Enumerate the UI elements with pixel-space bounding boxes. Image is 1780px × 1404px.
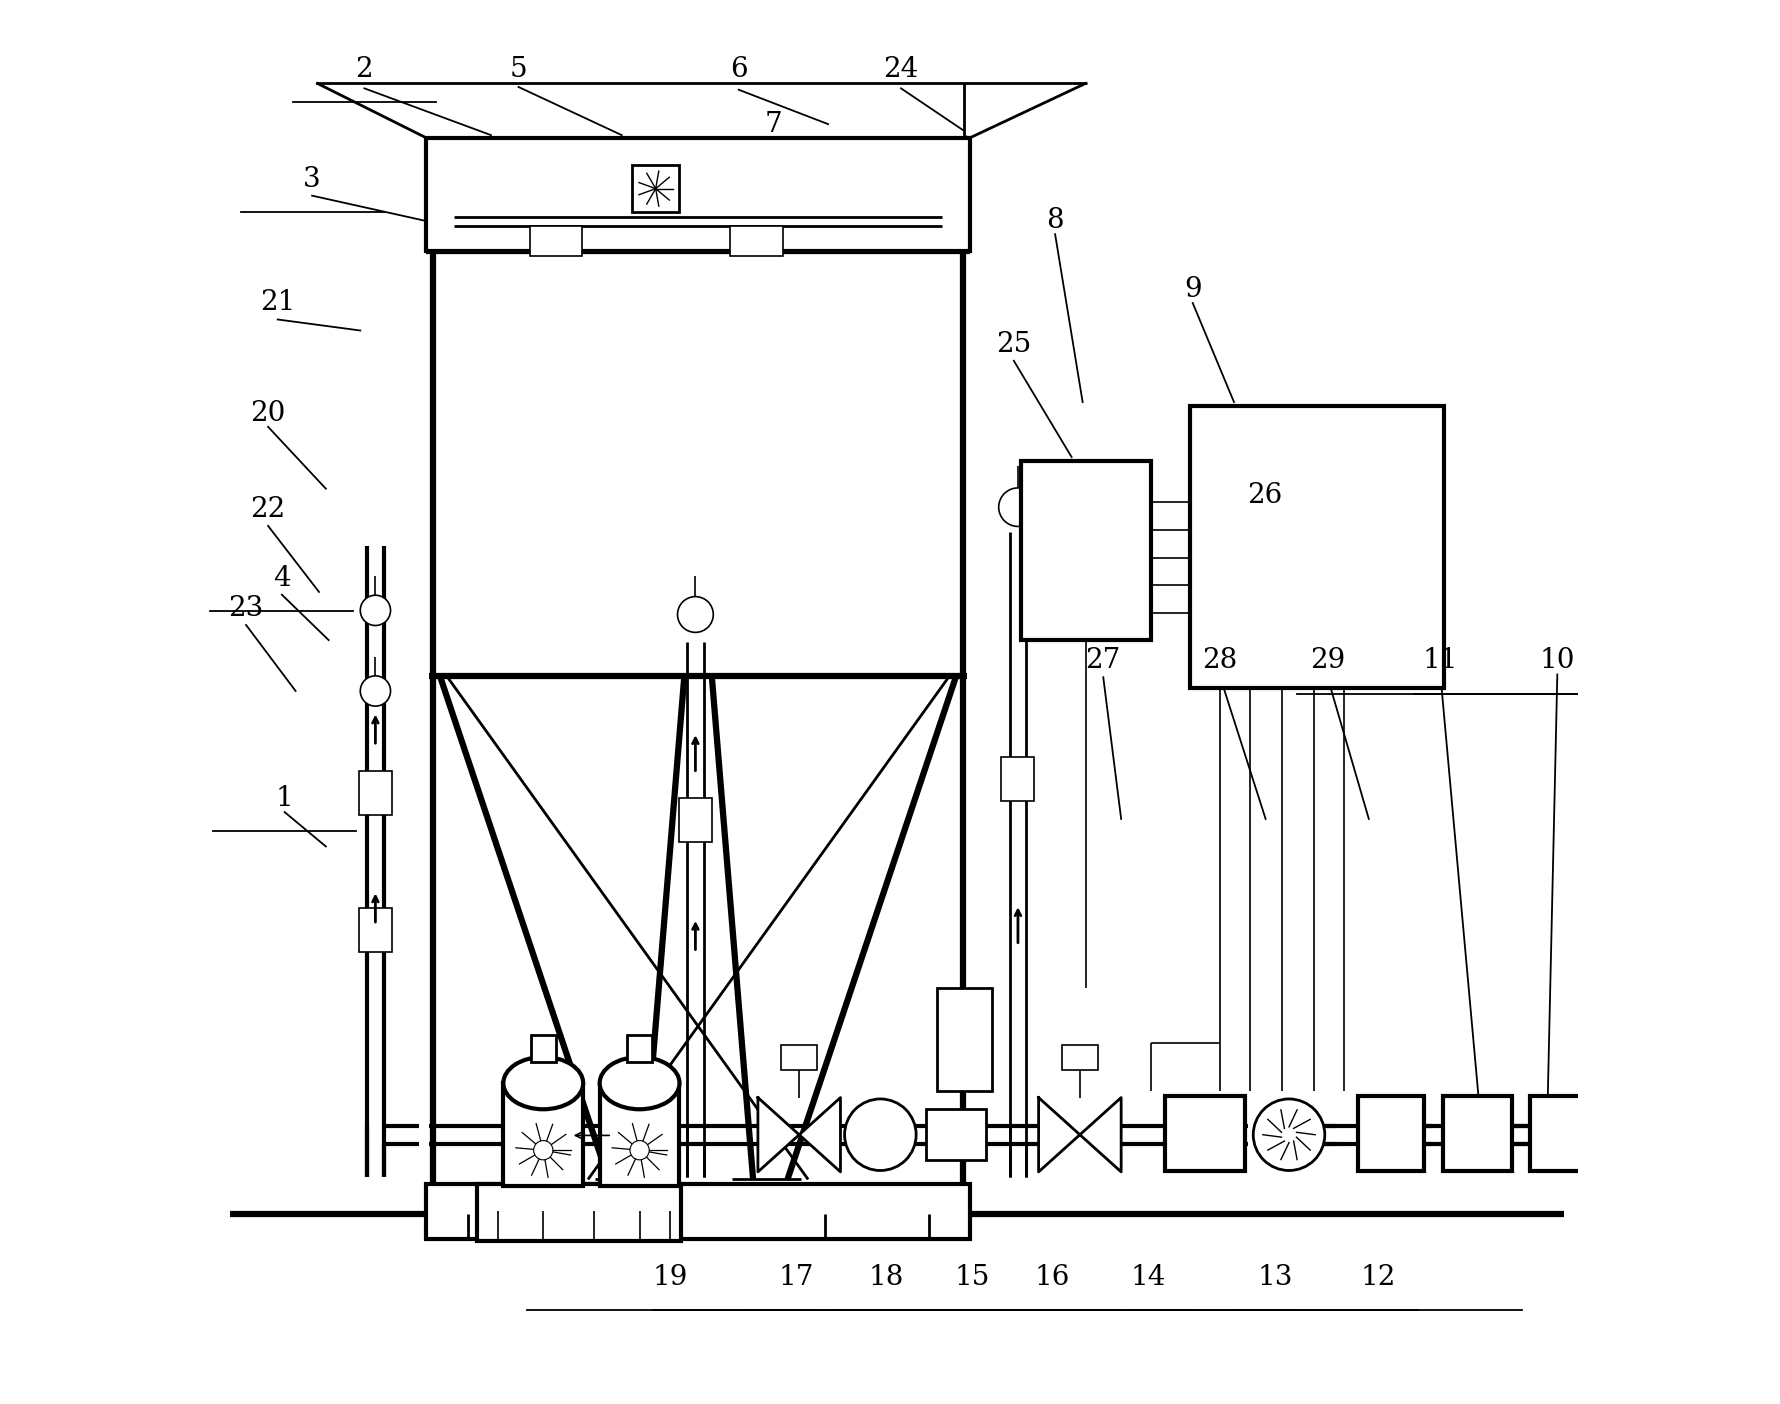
Bar bbox=[360, 771, 392, 814]
Text: 20: 20 bbox=[251, 400, 287, 427]
Bar bbox=[530, 1035, 555, 1063]
Circle shape bbox=[1253, 1099, 1324, 1171]
Bar bbox=[600, 1082, 680, 1186]
Bar bbox=[781, 1046, 817, 1070]
Text: 7: 7 bbox=[764, 111, 781, 138]
Text: 17: 17 bbox=[778, 1264, 813, 1290]
Bar bbox=[926, 1109, 986, 1160]
Bar bbox=[730, 226, 783, 256]
Bar bbox=[1020, 461, 1152, 640]
Text: 1: 1 bbox=[276, 785, 294, 812]
Text: 9: 9 bbox=[1184, 275, 1202, 303]
Text: 16: 16 bbox=[1034, 1264, 1070, 1290]
Text: 5: 5 bbox=[509, 56, 527, 83]
Bar bbox=[360, 908, 392, 952]
Bar bbox=[1444, 1095, 1511, 1171]
Circle shape bbox=[534, 1140, 554, 1160]
Bar bbox=[427, 138, 970, 251]
Text: 11: 11 bbox=[1422, 647, 1458, 674]
Bar bbox=[504, 1082, 584, 1186]
Circle shape bbox=[844, 1099, 917, 1171]
Bar bbox=[477, 1184, 682, 1241]
Bar bbox=[529, 226, 582, 256]
Text: 23: 23 bbox=[228, 595, 263, 622]
Bar bbox=[632, 166, 680, 212]
Bar bbox=[1063, 1046, 1098, 1070]
Text: 18: 18 bbox=[869, 1264, 904, 1290]
Bar bbox=[1002, 757, 1034, 802]
Circle shape bbox=[678, 597, 714, 632]
Text: 27: 27 bbox=[1086, 647, 1121, 674]
Ellipse shape bbox=[600, 1057, 680, 1109]
Text: 15: 15 bbox=[954, 1264, 990, 1290]
Bar bbox=[427, 1184, 970, 1238]
Bar bbox=[1191, 406, 1445, 688]
Text: 13: 13 bbox=[1258, 1264, 1292, 1290]
Text: 22: 22 bbox=[251, 496, 287, 522]
Text: 10: 10 bbox=[1540, 647, 1575, 674]
Circle shape bbox=[360, 675, 390, 706]
Ellipse shape bbox=[504, 1057, 584, 1109]
Bar bbox=[1529, 1095, 1597, 1171]
Bar bbox=[1358, 1095, 1424, 1171]
Text: 3: 3 bbox=[303, 166, 320, 192]
Text: 4: 4 bbox=[272, 564, 290, 591]
Text: 24: 24 bbox=[883, 56, 918, 83]
Text: 12: 12 bbox=[1360, 1264, 1396, 1290]
Polygon shape bbox=[758, 1098, 840, 1172]
Polygon shape bbox=[1038, 1098, 1121, 1172]
Text: 21: 21 bbox=[260, 289, 295, 316]
Text: 26: 26 bbox=[1246, 482, 1282, 510]
Text: 14: 14 bbox=[1130, 1264, 1166, 1290]
Circle shape bbox=[999, 489, 1038, 526]
Text: 28: 28 bbox=[1203, 647, 1237, 674]
Text: 19: 19 bbox=[651, 1264, 687, 1290]
Bar bbox=[1166, 1095, 1244, 1171]
Bar bbox=[936, 988, 991, 1091]
Text: 8: 8 bbox=[1047, 206, 1064, 234]
Text: 2: 2 bbox=[356, 56, 374, 83]
Bar bbox=[678, 799, 712, 842]
Circle shape bbox=[630, 1140, 650, 1160]
Text: 25: 25 bbox=[997, 331, 1031, 358]
Text: 6: 6 bbox=[730, 56, 748, 83]
Text: 29: 29 bbox=[1310, 647, 1346, 674]
Bar bbox=[627, 1035, 651, 1063]
Circle shape bbox=[360, 595, 390, 626]
